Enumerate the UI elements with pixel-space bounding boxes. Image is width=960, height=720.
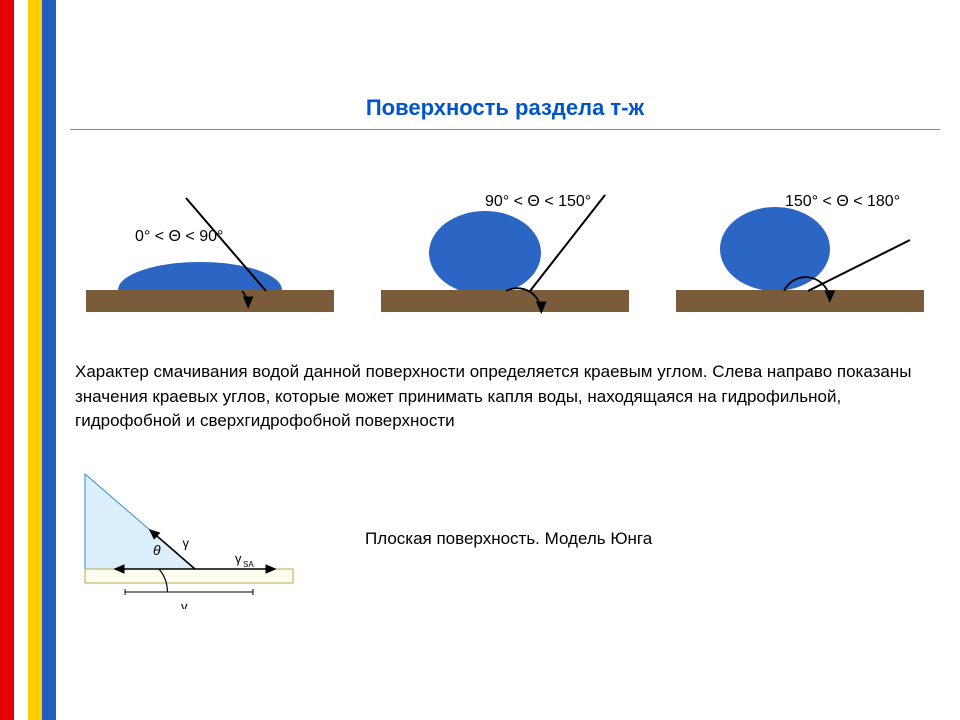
bar-red <box>0 0 14 720</box>
bar-yellow <box>28 0 42 720</box>
angle-label-1: 0° < Θ < 90° <box>135 228 223 246</box>
svg-text:θ: θ <box>153 542 161 558</box>
droplet-panel-hydrophobic: 90° < Θ < 150° <box>375 185 635 320</box>
droplet-panel-hydrophilic: 0° < Θ < 90° <box>80 185 340 320</box>
svg-text:SA: SA <box>243 560 254 569</box>
title-rule <box>70 129 940 130</box>
svg-text:γ: γ <box>235 551 242 566</box>
young-svg: θγγSAγSL <box>75 469 305 609</box>
page-title: Поверхность раздела т-ж <box>70 95 940 121</box>
svg-text:γ: γ <box>183 535 190 550</box>
content-area: Поверхность раздела т-ж 0° < Θ < 90° 90°… <box>70 0 940 609</box>
angle-label-3: 150° < Θ < 180° <box>785 193 900 211</box>
droplet-panel-superhydrophobic: 150° < Θ < 180° <box>670 185 930 320</box>
young-diagram: θγγSAγSL <box>75 469 305 609</box>
angle-label-2: 90° < Θ < 150° <box>485 193 591 211</box>
bar-gap <box>14 0 28 720</box>
svg-text:γ: γ <box>181 599 188 609</box>
droplet-svg-1 <box>80 185 340 320</box>
young-caption: Плоская поверхность. Модель Юнга <box>365 529 652 549</box>
young-model-row: θγγSAγSL Плоская поверхность. Модель Юнг… <box>70 469 940 609</box>
left-accent-bars <box>0 0 56 720</box>
svg-text:SL: SL <box>189 608 199 609</box>
body-text: Характер смачивания водой данной поверхн… <box>75 360 920 434</box>
bar-blue <box>42 0 56 720</box>
droplets-row: 0° < Θ < 90° 90° < Θ < 150° 150° < Θ < 1… <box>70 185 940 320</box>
